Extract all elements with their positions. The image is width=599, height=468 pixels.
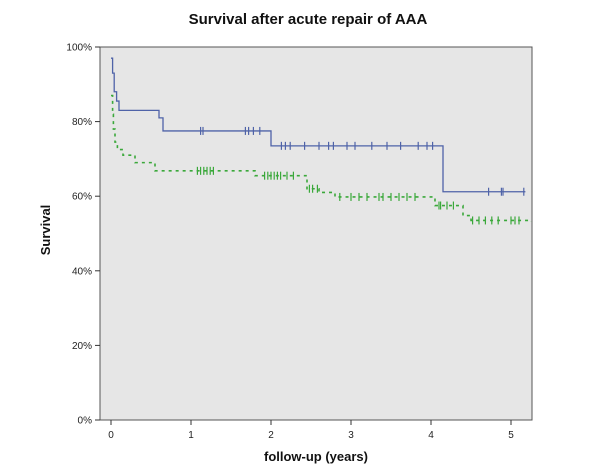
y-axis: 0% 20% 40% 60% 80% 100% <box>66 43 100 427</box>
x-tick-label: 0 <box>108 430 114 441</box>
x-tick-label: 4 <box>428 430 434 441</box>
x-tick-label: 5 <box>508 430 514 441</box>
x-tick-label: 1 <box>188 430 194 441</box>
y-tick-label: 100% <box>66 43 92 54</box>
y-tick-label: 20% <box>72 341 92 352</box>
survival-curve-line <box>111 94 532 222</box>
y-tick-label: 0% <box>78 416 93 427</box>
series-2 <box>111 94 532 225</box>
y-tick-label: 40% <box>72 266 92 277</box>
series-1 <box>111 57 526 196</box>
chart-title: Survival after acute repair of AAA <box>189 11 428 28</box>
x-axis: 0 1 2 3 4 5 <box>108 420 514 441</box>
series-layer <box>111 57 532 225</box>
plot-area <box>99 46 533 421</box>
x-tick-label: 3 <box>348 430 354 441</box>
x-tick-label: 2 <box>268 430 274 441</box>
y-tick-label: 60% <box>72 192 92 203</box>
survival-curve-line <box>111 57 526 193</box>
y-axis-label: Survival <box>38 205 53 256</box>
y-tick-label: 80% <box>72 117 92 128</box>
x-axis-label: follow-up (years) <box>264 449 368 464</box>
